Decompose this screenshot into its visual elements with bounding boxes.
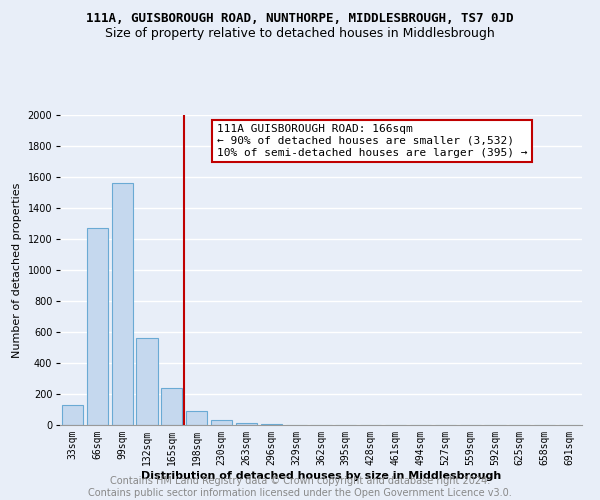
Text: Size of property relative to detached houses in Middlesbrough: Size of property relative to detached ho… <box>105 28 495 40</box>
Y-axis label: Number of detached properties: Number of detached properties <box>12 182 22 358</box>
Bar <box>211 420 232 425</box>
Bar <box>261 424 282 425</box>
Bar <box>236 424 257 425</box>
Text: 111A GUISBOROUGH ROAD: 166sqm
← 90% of detached houses are smaller (3,532)
10% o: 111A GUISBOROUGH ROAD: 166sqm ← 90% of d… <box>217 124 527 158</box>
Bar <box>136 338 158 425</box>
Text: Contains HM Land Registry data © Crown copyright and database right 2024.
Contai: Contains HM Land Registry data © Crown c… <box>88 476 512 498</box>
X-axis label: Distribution of detached houses by size in Middlesbrough: Distribution of detached houses by size … <box>141 470 501 480</box>
Bar <box>186 411 207 425</box>
Text: 111A, GUISBOROUGH ROAD, NUNTHORPE, MIDDLESBROUGH, TS7 0JD: 111A, GUISBOROUGH ROAD, NUNTHORPE, MIDDL… <box>86 12 514 26</box>
Bar <box>62 405 83 425</box>
Bar <box>161 388 182 425</box>
Bar <box>112 183 133 425</box>
Bar <box>87 228 108 425</box>
